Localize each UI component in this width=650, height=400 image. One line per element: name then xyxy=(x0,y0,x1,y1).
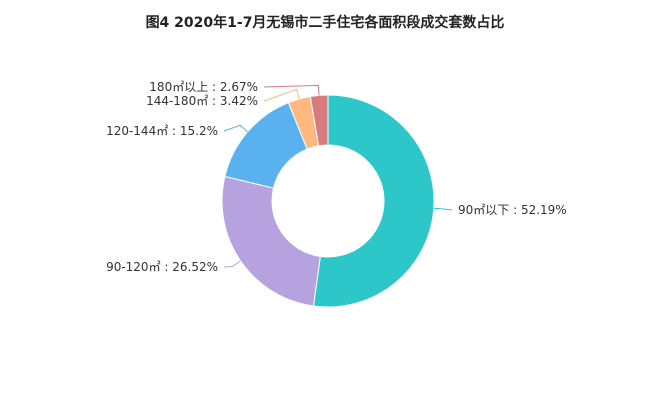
slice-label-1: 90-120㎡ : 26.52% xyxy=(106,260,218,274)
chart-title: 图4 2020年1-7月无锡市二手住宅各面积段成交套数占比 xyxy=(145,15,505,31)
leader-line-3 xyxy=(263,88,300,102)
leader-line-1 xyxy=(223,260,241,268)
leader-line-2 xyxy=(223,124,248,133)
slice-label-2: 120-144㎡ : 15.2% xyxy=(106,124,218,138)
slice-0[interactable] xyxy=(312,94,435,308)
leader-line-0 xyxy=(433,207,453,211)
slice-label-0: 90㎡以下 : 52.19% xyxy=(458,203,567,217)
slice-1[interactable] xyxy=(221,175,321,307)
leader-line-4 xyxy=(263,84,320,96)
slice-label-4: 180㎡以上 : 2.67% xyxy=(149,80,258,94)
slice-4[interactable] xyxy=(309,94,329,147)
slice-label-3: 144-180㎡ : 3.42% xyxy=(146,94,258,108)
